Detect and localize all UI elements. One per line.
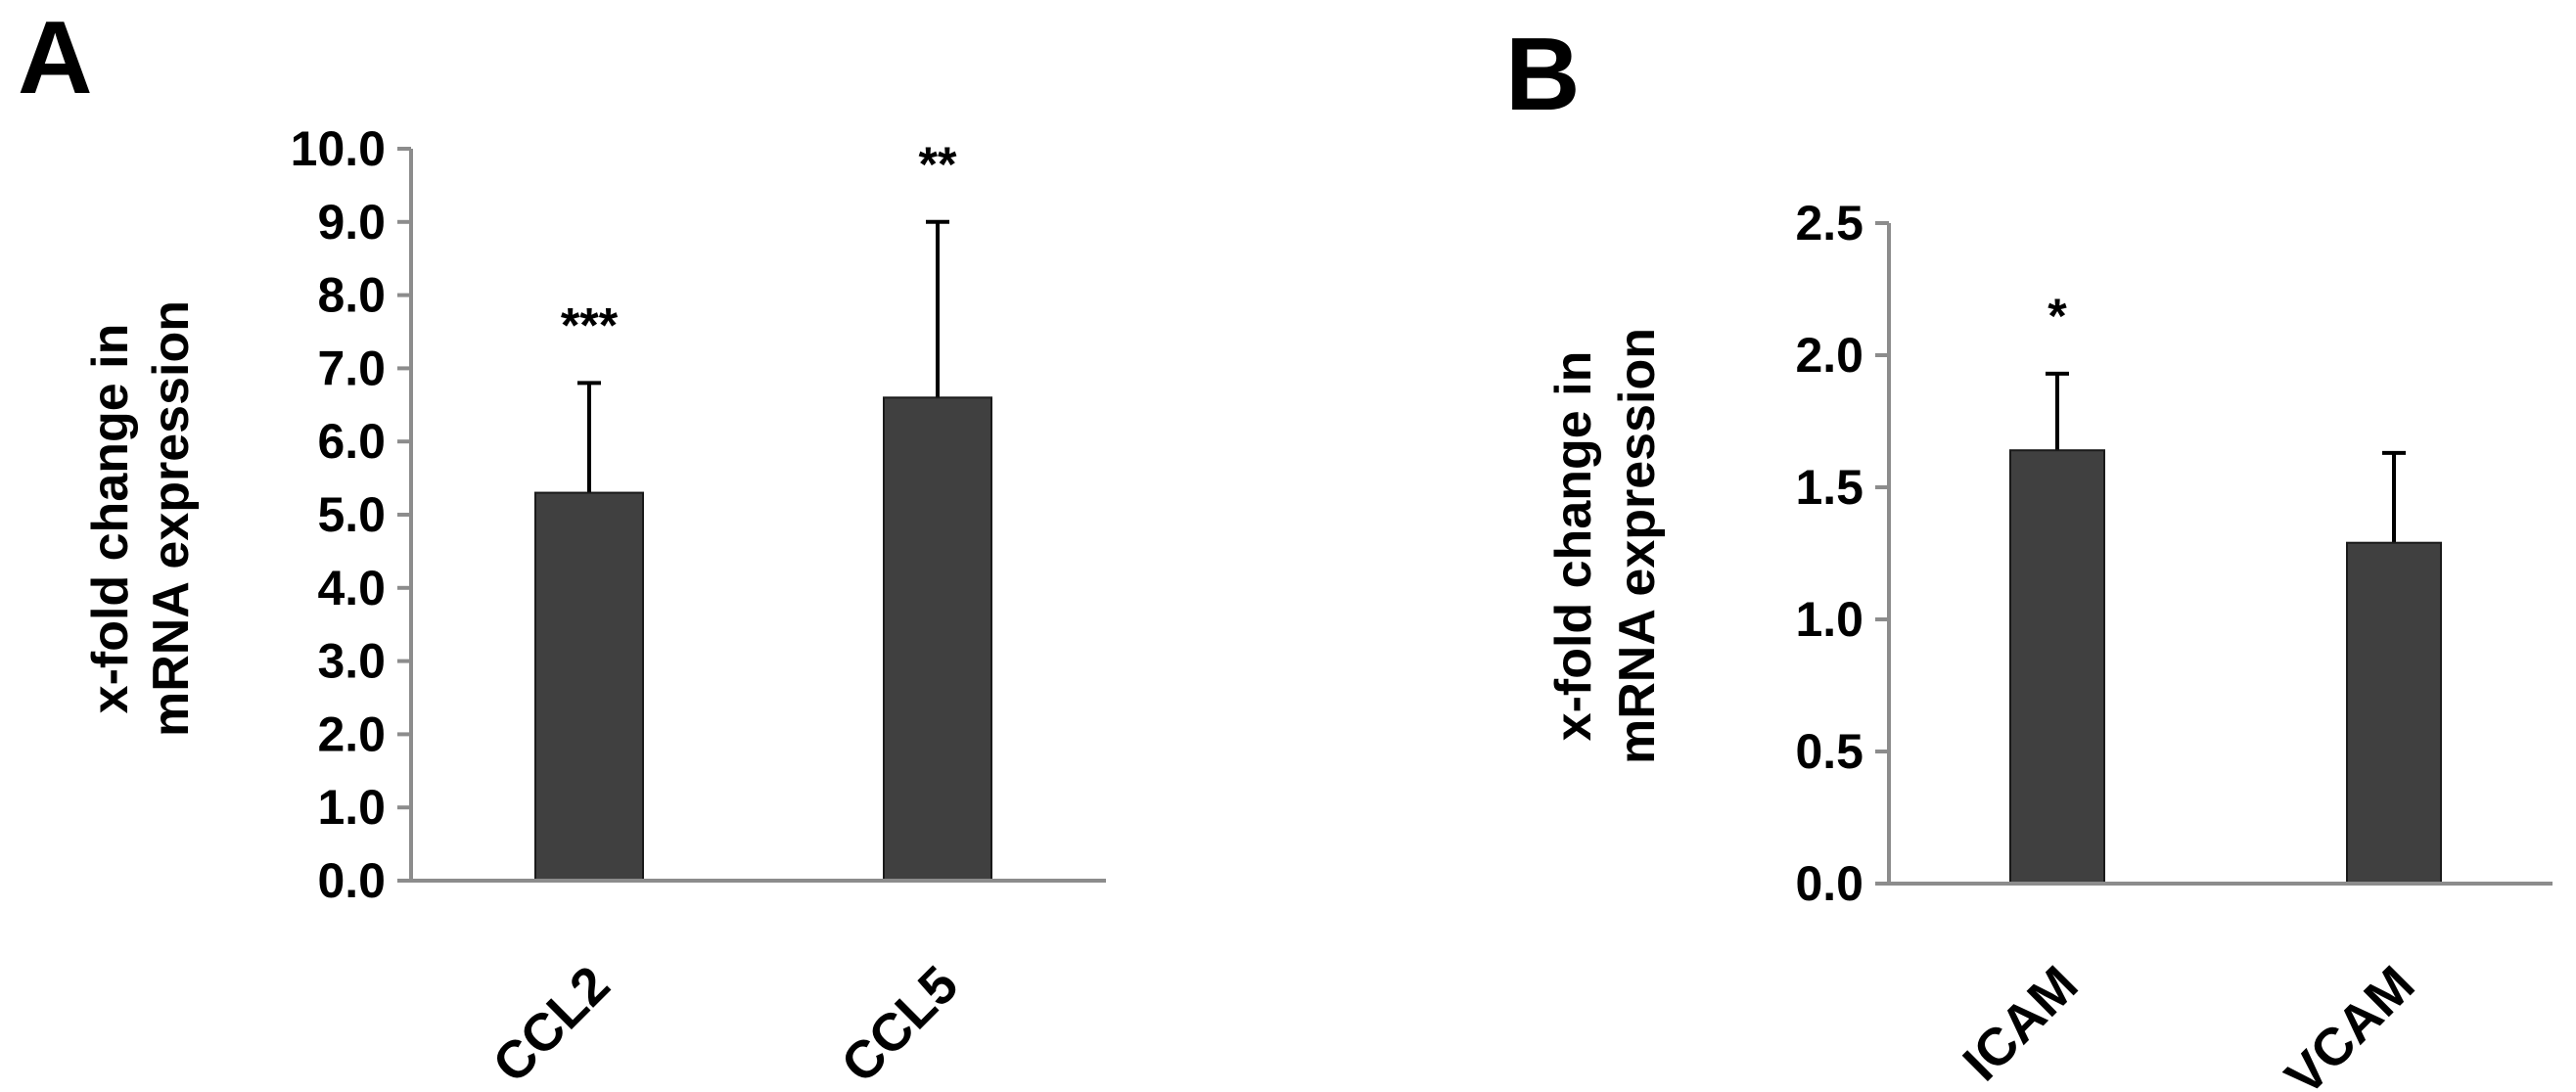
y-tick-label: 4.0: [317, 561, 386, 615]
bar-icam: [2009, 449, 2105, 885]
significance-marker: *: [2047, 289, 2067, 343]
x-category-label: CCL5: [830, 955, 969, 1092]
y-tick-label: 10.0: [291, 121, 386, 176]
y-tick-label: 7.0: [317, 341, 386, 395]
y-tick-label: 6.0: [317, 414, 386, 469]
y-tick-label: 2.0: [317, 706, 386, 761]
y-axis-title-line: mRNA expression: [1609, 328, 1666, 764]
y-axis-title-line: x-fold change in: [82, 324, 139, 714]
y-tick-label: 1.5: [1795, 460, 1863, 515]
significance-marker: **: [919, 137, 957, 192]
y-tick-label: 1.0: [1795, 592, 1863, 647]
x-category-label: VCAM: [2275, 955, 2426, 1092]
y-tick-label: 8.0: [317, 268, 386, 323]
y-tick-label: 3.0: [317, 634, 386, 689]
panel-a: Ax-fold change in mRNA expression 0.0 1.0 2.…: [18, 0, 1106, 1092]
y-tick-label: 9.0: [317, 195, 386, 250]
y-tick-label: 1.0: [317, 780, 386, 835]
x-category-label: CCL2: [482, 955, 621, 1092]
y-axis-title-line: mRNA expression: [143, 300, 200, 737]
y-tick-label: 0.0: [1795, 856, 1863, 911]
significance-marker: ***: [561, 297, 619, 352]
panel-b: Bx-fold change in mRNA expression 0.0 0.5 1.…: [1505, 17, 2553, 1092]
bar-ccl5: [883, 396, 992, 882]
panel-label: A: [18, 0, 93, 115]
y-tick-label: 0.5: [1795, 724, 1863, 779]
panel-label: B: [1505, 17, 1581, 132]
bar-vcam: [2346, 541, 2442, 885]
y-axis-title-line: x-fold change in: [1545, 351, 1602, 742]
y-tick-label: 5.0: [317, 487, 386, 542]
y-tick-label: 0.0: [317, 853, 386, 908]
y-tick-label: 2.5: [1795, 196, 1863, 250]
bar-ccl2: [534, 491, 644, 882]
y-tick-label: 2.0: [1795, 328, 1863, 383]
x-category-label: ICAM: [1952, 955, 2089, 1092]
